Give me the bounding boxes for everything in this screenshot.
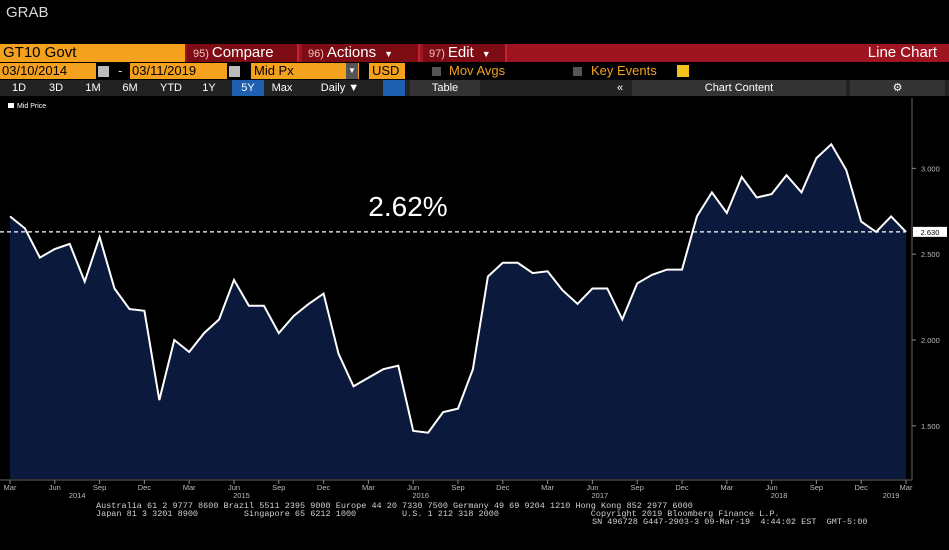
year-label: 2019: [883, 491, 900, 500]
frequency: Daily: [320, 82, 346, 94]
menu-number: 97): [429, 48, 445, 60]
legend-swatch: [8, 103, 14, 108]
table-button[interactable]: Table: [410, 80, 480, 96]
annotation: 2.62%: [368, 191, 447, 222]
x-tick-label: Dec: [855, 483, 869, 492]
frequency-select[interactable]: Daily ▼: [320, 82, 360, 94]
y-tick-label: 2.500: [921, 250, 940, 259]
year-label: 2018: [771, 491, 788, 500]
menu-label: Actions: [326, 44, 377, 61]
chart-icon[interactable]: [383, 80, 405, 96]
x-tick-label: Sep: [810, 483, 823, 492]
dropdown-arrow: ▼: [481, 49, 491, 59]
year-label: 2017: [592, 491, 609, 500]
period-button[interactable]: Max: [271, 82, 293, 94]
x-tick-label: Sep: [631, 483, 644, 492]
period-button[interactable]: YTD: [160, 82, 182, 94]
x-tick-label: Mar: [4, 483, 17, 492]
info-icon[interactable]: [677, 65, 689, 77]
mov-avgs-label: Mov Avgs: [449, 63, 506, 78]
legend-label: Mid Price: [17, 103, 46, 110]
footer-line: Japan 81 3 3201 8900 Singapore 65 6212 1…: [96, 509, 780, 519]
start-date[interactable]: 03/10/2014: [0, 63, 96, 79]
date-separator: -: [118, 63, 123, 78]
x-tick-label: Mar: [720, 483, 733, 492]
menu-edit[interactable]: 97) Edit ▼: [423, 44, 507, 62]
x-tick-label: Mar: [900, 483, 913, 492]
menu-compare[interactable]: 95) Compare: [187, 44, 299, 62]
x-tick-label: Jun: [586, 483, 598, 492]
view-name: Line Chart: [867, 44, 937, 61]
menu-actions[interactable]: 96) Actions ▼: [302, 44, 420, 62]
x-tick-label: Jun: [766, 483, 778, 492]
window-title: GRAB: [6, 4, 49, 21]
checkbox[interactable]: [573, 67, 582, 76]
period-button[interactable]: 5Y: [232, 80, 264, 96]
x-tick-label: Dec: [138, 483, 152, 492]
year-label: 2014: [69, 491, 86, 500]
calendar-icon[interactable]: [98, 66, 109, 77]
x-tick-label: Mar: [541, 483, 554, 492]
dropdown-arrow: ▼: [384, 49, 394, 59]
menu-label: Compare: [211, 44, 274, 61]
security-field[interactable]: GT10 Govt: [0, 44, 185, 62]
end-date[interactable]: 03/11/2019: [130, 63, 227, 79]
menu-number: 95): [193, 48, 209, 60]
calendar-icon[interactable]: [229, 66, 240, 77]
period-button[interactable]: 6M: [122, 82, 138, 94]
y-tick-label: 2.000: [921, 336, 940, 345]
x-tick-label: Mar: [362, 483, 375, 492]
area: [10, 144, 906, 480]
year-label: 2016: [412, 491, 429, 500]
y-tick-label: 3.000: [921, 164, 940, 173]
price-line: [9, 142, 907, 434]
year-label: 2015: [233, 491, 250, 500]
period-button[interactable]: 1Y: [202, 82, 216, 94]
last-value-box: [913, 226, 947, 237]
x-tick-label: Sep: [93, 483, 106, 492]
x-tick-label: Jun: [49, 483, 61, 492]
x-tick-label: Dec: [317, 483, 331, 492]
currency-select[interactable]: USD: [369, 63, 405, 79]
period-button[interactable]: 1D: [11, 82, 27, 94]
x-tick-label: Jun: [228, 483, 240, 492]
x-tick-label: Jun: [407, 483, 419, 492]
period-button[interactable]: 3D: [48, 82, 64, 94]
chart-content-button[interactable]: Chart Content: [632, 80, 846, 96]
last-value-label: 2.630: [921, 228, 940, 237]
collapse-button[interactable]: «: [616, 82, 624, 94]
x-tick-label: Sep: [451, 483, 464, 492]
dropdown-arrow[interactable]: ▼: [346, 63, 358, 79]
y-tick-label: 1.500: [921, 422, 940, 431]
x-tick-label: Mar: [183, 483, 196, 492]
x-tick-label: Dec: [675, 483, 689, 492]
period-button[interactable]: 1M: [85, 82, 101, 94]
x-tick-label: Sep: [272, 483, 285, 492]
field-select[interactable]: Mid Px: [251, 63, 359, 79]
command-bar: GT10 Govt 95) Compare 96) Actions ▼ 97) Edit…: [0, 44, 949, 62]
footer-line: SN 496728 G447-2903-3 09-Mar-19 4:44:02 …: [592, 517, 867, 527]
settings-button[interactable]: ⚙: [850, 80, 945, 96]
x-tick-label: Dec: [496, 483, 510, 492]
checkbox[interactable]: [432, 67, 441, 76]
period-bar: Daily ▼ Table « Chart Content ⚙ 1D 3D 1M 6M…: [0, 80, 949, 96]
key-events-label: Key Events: [591, 63, 657, 78]
footer-line: Australia 61 2 9777 8600 Brazil 5511 239…: [96, 501, 693, 511]
menu-number: 96): [308, 48, 324, 60]
menu-label: Edit: [447, 44, 474, 61]
